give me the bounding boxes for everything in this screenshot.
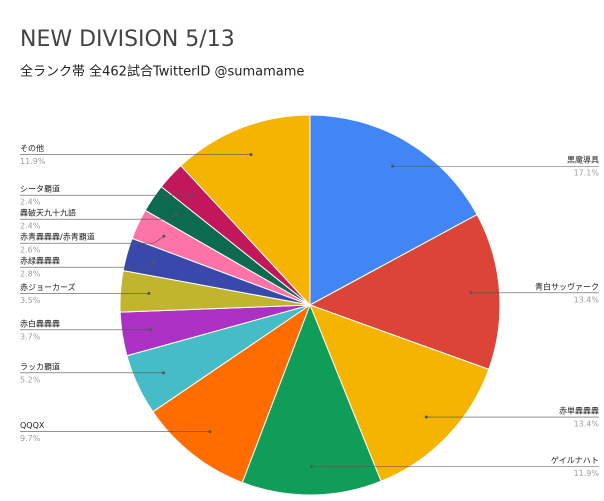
slice-label: シータ覇道 xyxy=(20,184,60,194)
slice-label: 赤単轟轟轟 xyxy=(559,406,599,416)
pie-slice xyxy=(180,114,311,307)
pie-slice xyxy=(241,303,382,496)
slice-label: 赤ジョーカーズ xyxy=(20,282,76,292)
leader-dot xyxy=(152,260,156,264)
slice-label: 赤緑轟轟轟 xyxy=(20,256,60,266)
leader-dot xyxy=(208,430,212,434)
leader-dot xyxy=(391,164,395,168)
leader-dot xyxy=(249,153,253,157)
leader-dot xyxy=(424,415,428,419)
slice-label: ゲイルナハト xyxy=(551,455,599,465)
slice-label: 轟破天九十九語 xyxy=(20,208,76,218)
chart-title: NEW DIVISION 5/13 xyxy=(20,27,235,52)
slice-value-label: 2.4% xyxy=(20,222,41,231)
slice-label: 赤白轟轟轟 xyxy=(20,318,60,328)
slice-value-label: 3.7% xyxy=(20,332,41,341)
leader-dot xyxy=(310,464,314,468)
slice-label: 赤青轟轟轟/赤青覇道 xyxy=(20,232,95,242)
slice-label: その他 xyxy=(20,143,44,153)
slice-value-label: 9.7% xyxy=(20,434,41,443)
slice-label: 黒魔導具 xyxy=(567,155,599,165)
chart-subtitle: 全ランク帯 全462試合TwitterID @sumamame xyxy=(20,64,304,80)
slice-value-label: 11.9% xyxy=(574,469,600,478)
slice-value-label: 13.4% xyxy=(574,295,600,304)
slice-value-label: 3.5% xyxy=(20,296,41,305)
leader-dot xyxy=(162,234,166,238)
leader-line xyxy=(20,261,155,268)
leader-dot xyxy=(469,291,473,295)
slice-label: 青白サッヴァーク xyxy=(535,281,599,291)
leader-dot xyxy=(148,328,152,332)
leader-dot xyxy=(161,371,165,375)
slice-value-label: 2.4% xyxy=(20,198,41,207)
pie-slice xyxy=(309,304,490,482)
leader-dot xyxy=(174,212,178,216)
leader-dot xyxy=(147,291,151,295)
slice-value-label: 13.4% xyxy=(574,420,600,429)
slice-value-label: 17.1% xyxy=(574,169,600,178)
leader-line xyxy=(20,213,177,220)
pie-slice xyxy=(308,213,501,370)
leader-line xyxy=(20,235,165,244)
slice-label: QQQX xyxy=(20,421,45,430)
pie-slice xyxy=(309,114,478,306)
slice-value-label: 2.8% xyxy=(20,270,41,279)
pie-slice xyxy=(152,303,312,484)
slice-value-label: 5.2% xyxy=(20,375,41,384)
leader-dot xyxy=(190,193,194,197)
slice-value-label: 2.6% xyxy=(20,246,41,255)
slice-value-label: 11.9% xyxy=(20,157,46,166)
slice-label: ラッカ覇道 xyxy=(20,361,60,371)
